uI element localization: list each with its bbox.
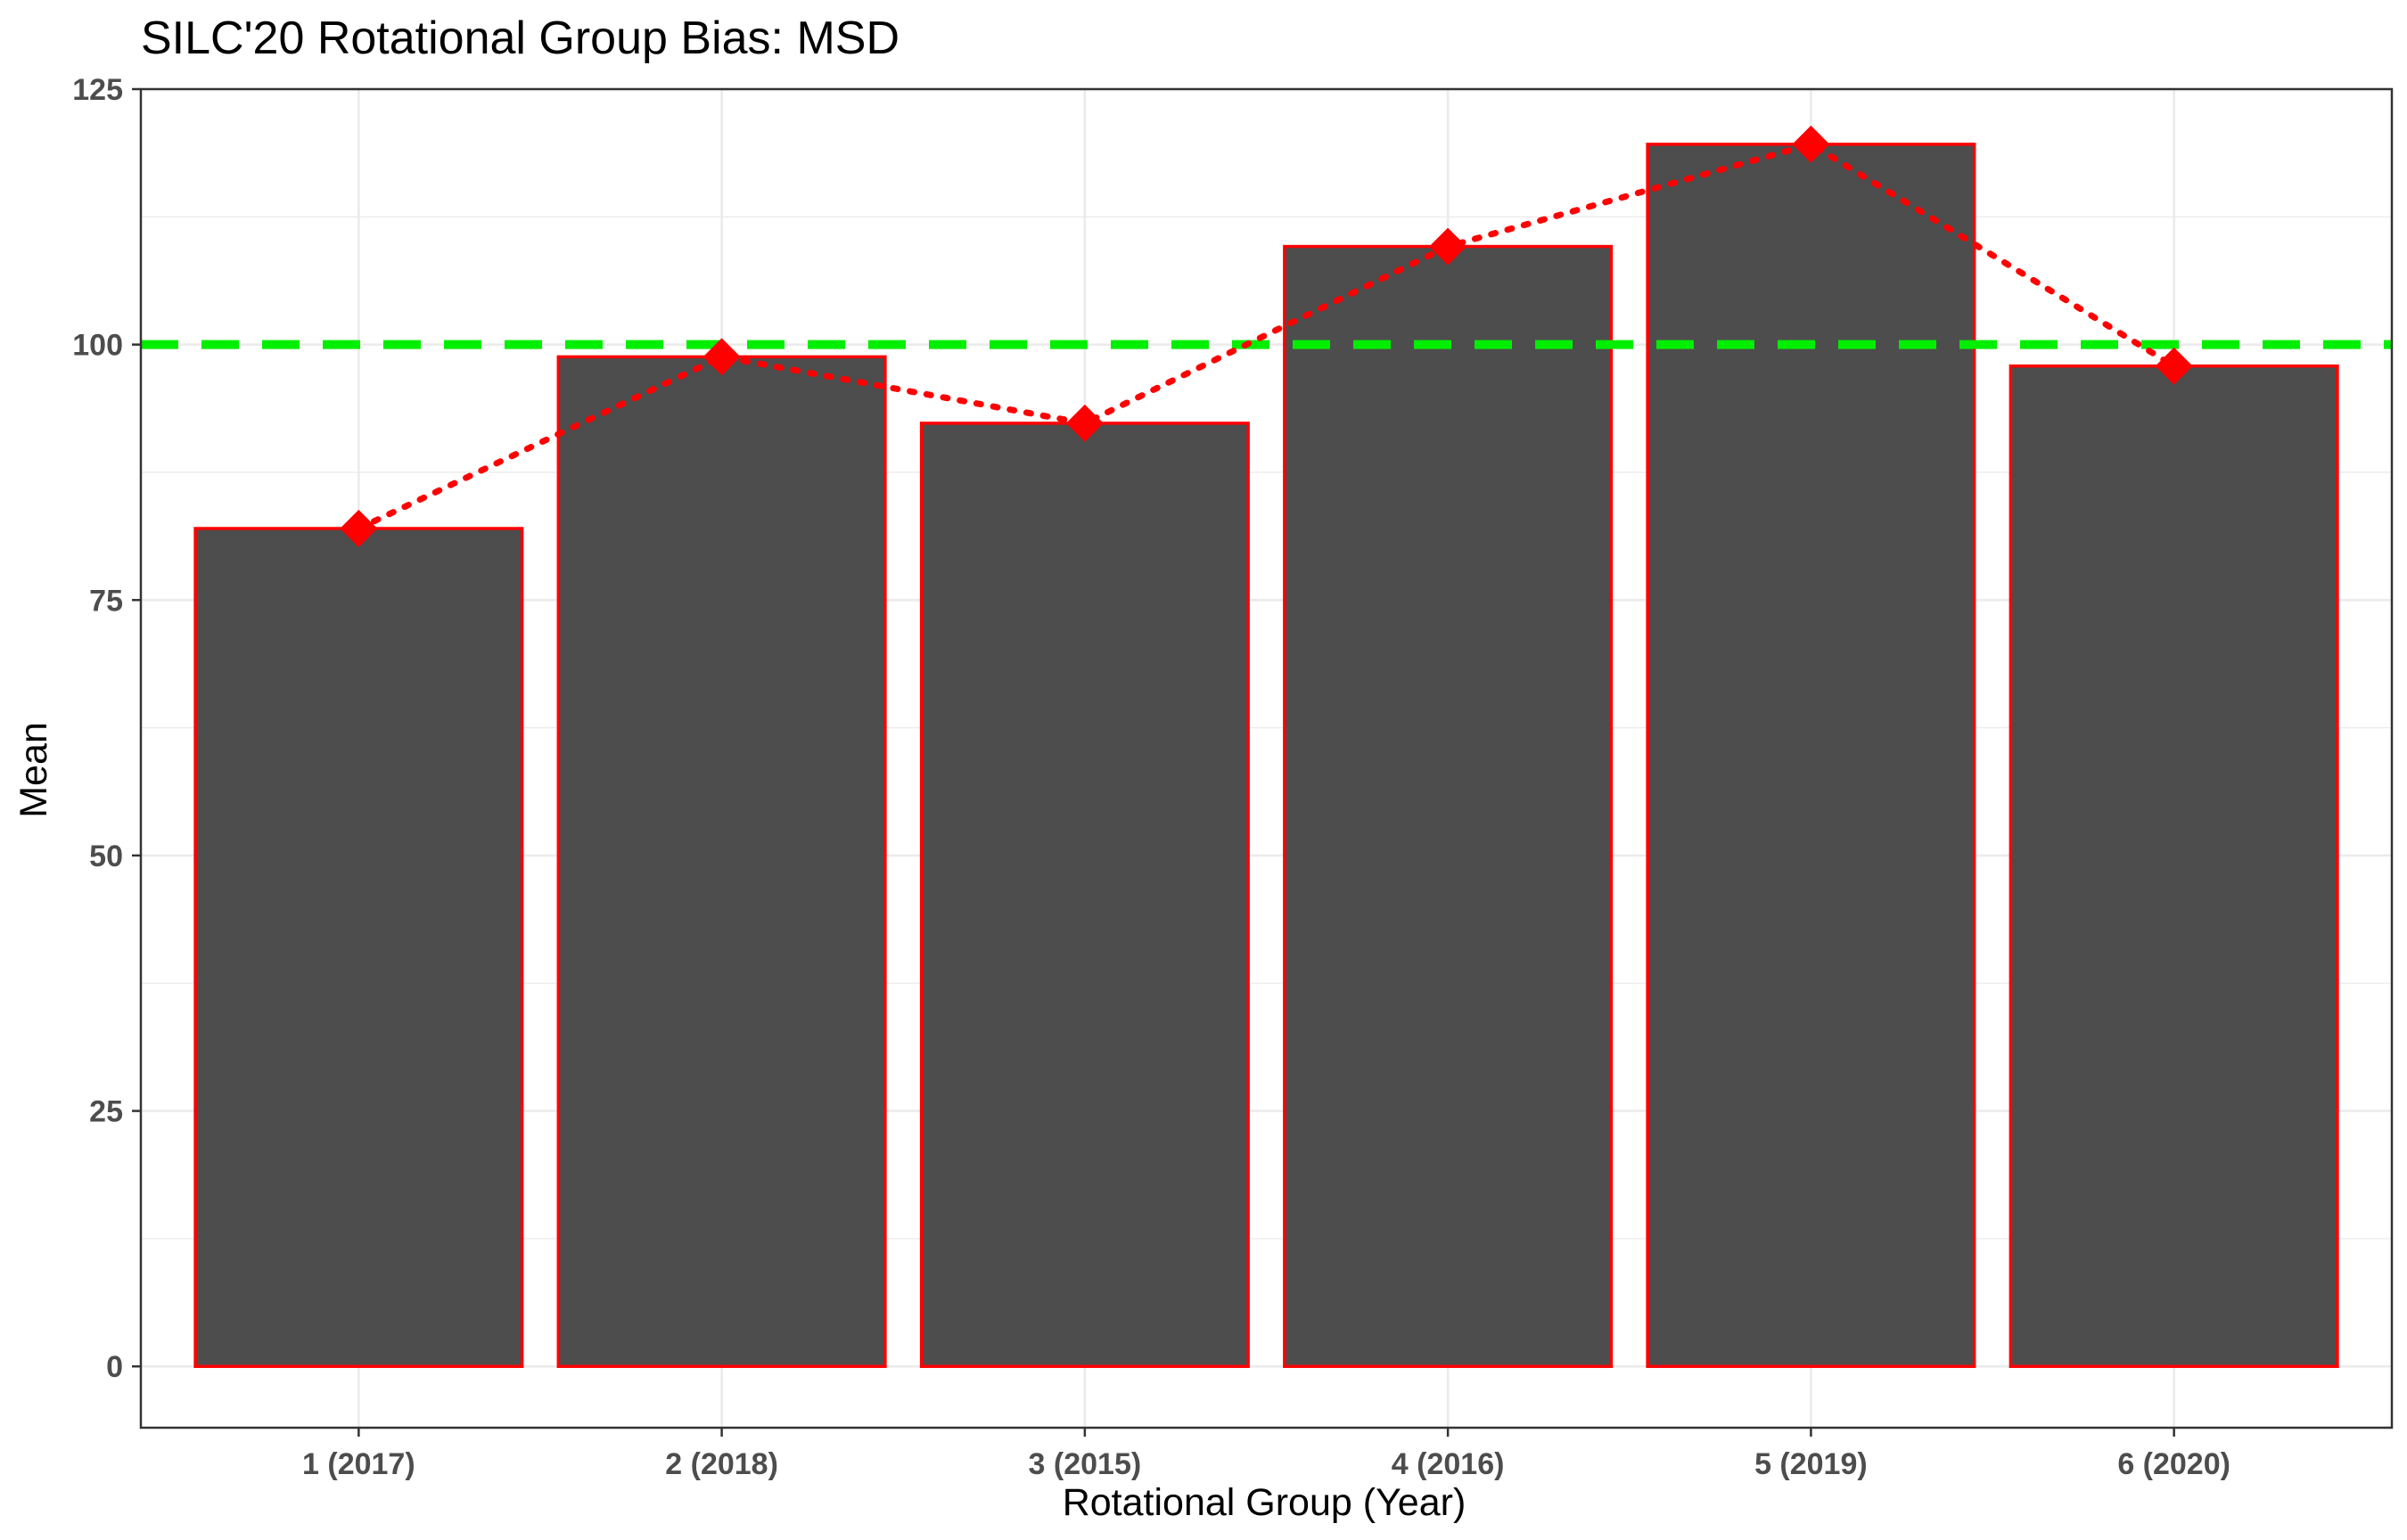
x-tick-label: 4 (2016) (1392, 1447, 1505, 1481)
y-axis-title: Mean (12, 722, 55, 818)
mean-trend-line (355, 141, 2178, 532)
x-axis-ticks: 1 (2017) 2 (2018) 3 (2015) 4 (2016) 5 (2019)… (302, 1428, 2230, 1481)
panel-border (139, 87, 2394, 1429)
chart-title: SILC'20 Rotational Group Bias: MSD (141, 12, 900, 64)
y-tick-label: 0 (106, 1350, 123, 1384)
y-axis-ticks: 0 25 50 75 100 125 (72, 73, 141, 1384)
mean-marker (2155, 347, 2193, 385)
bar (193, 527, 524, 1368)
bar (919, 422, 1250, 1368)
mean-marker (1065, 404, 1104, 442)
bar (2009, 364, 2339, 1368)
bars (193, 143, 2339, 1368)
x-tick-label: 6 (2020) (2117, 1447, 2230, 1481)
x-axis-title: Rotational Group (Year) (1063, 1481, 1466, 1524)
y-tick-label: 125 (72, 73, 123, 107)
bar (556, 355, 887, 1368)
y-tick-label: 25 (89, 1095, 123, 1129)
y-tick-label: 50 (89, 840, 123, 873)
mean-marker (1792, 125, 1830, 163)
mean-marker (340, 510, 378, 548)
x-tick-label: 5 (2019) (1754, 1447, 1868, 1481)
mean-marker (702, 338, 741, 376)
mean-marker (1429, 227, 1467, 266)
x-tick-label: 1 (2017) (302, 1447, 415, 1481)
x-tick-label: 3 (2015) (1029, 1447, 1142, 1481)
bar (1283, 244, 1614, 1368)
y-tick-label: 75 (89, 584, 123, 618)
mean-markers (340, 125, 2193, 548)
y-tick-label: 100 (72, 329, 123, 363)
x-tick-label: 2 (2018) (665, 1447, 778, 1481)
bar (1646, 143, 1976, 1368)
